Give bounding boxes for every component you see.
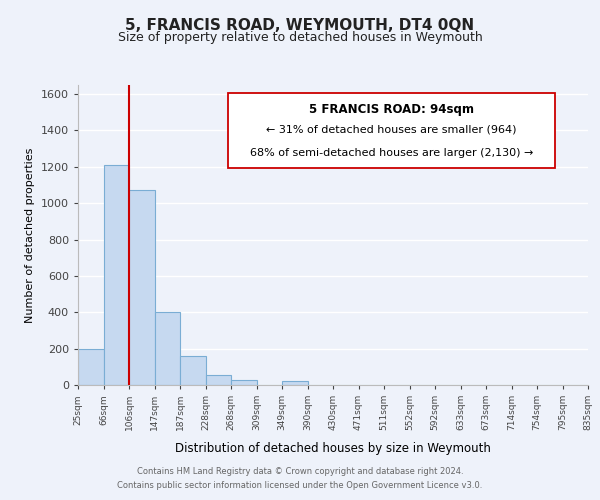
Text: Contains public sector information licensed under the Open Government Licence v3: Contains public sector information licen… (118, 481, 482, 490)
Text: 5 FRANCIS ROAD: 94sqm: 5 FRANCIS ROAD: 94sqm (309, 103, 474, 116)
Text: ← 31% of detached houses are smaller (964): ← 31% of detached houses are smaller (96… (266, 124, 517, 134)
Bar (155, 312, 180, 385)
Bar (129, 190, 155, 385)
Bar (180, 356, 205, 385)
Text: Size of property relative to detached houses in Weymouth: Size of property relative to detached ho… (118, 31, 482, 44)
Bar (78, 348, 104, 385)
Bar (104, 165, 129, 385)
Bar (282, 382, 308, 385)
Bar (231, 380, 257, 385)
X-axis label: Distribution of detached houses by size in Weymouth: Distribution of detached houses by size … (175, 442, 491, 454)
Text: 68% of semi-detached houses are larger (2,130) →: 68% of semi-detached houses are larger (… (250, 148, 533, 158)
Text: Contains HM Land Registry data © Crown copyright and database right 2024.: Contains HM Land Registry data © Crown c… (137, 467, 463, 476)
Bar (205, 375, 231, 385)
Y-axis label: Number of detached properties: Number of detached properties (25, 148, 35, 322)
FancyBboxPatch shape (229, 92, 555, 168)
Text: 5, FRANCIS ROAD, WEYMOUTH, DT4 0QN: 5, FRANCIS ROAD, WEYMOUTH, DT4 0QN (125, 18, 475, 32)
